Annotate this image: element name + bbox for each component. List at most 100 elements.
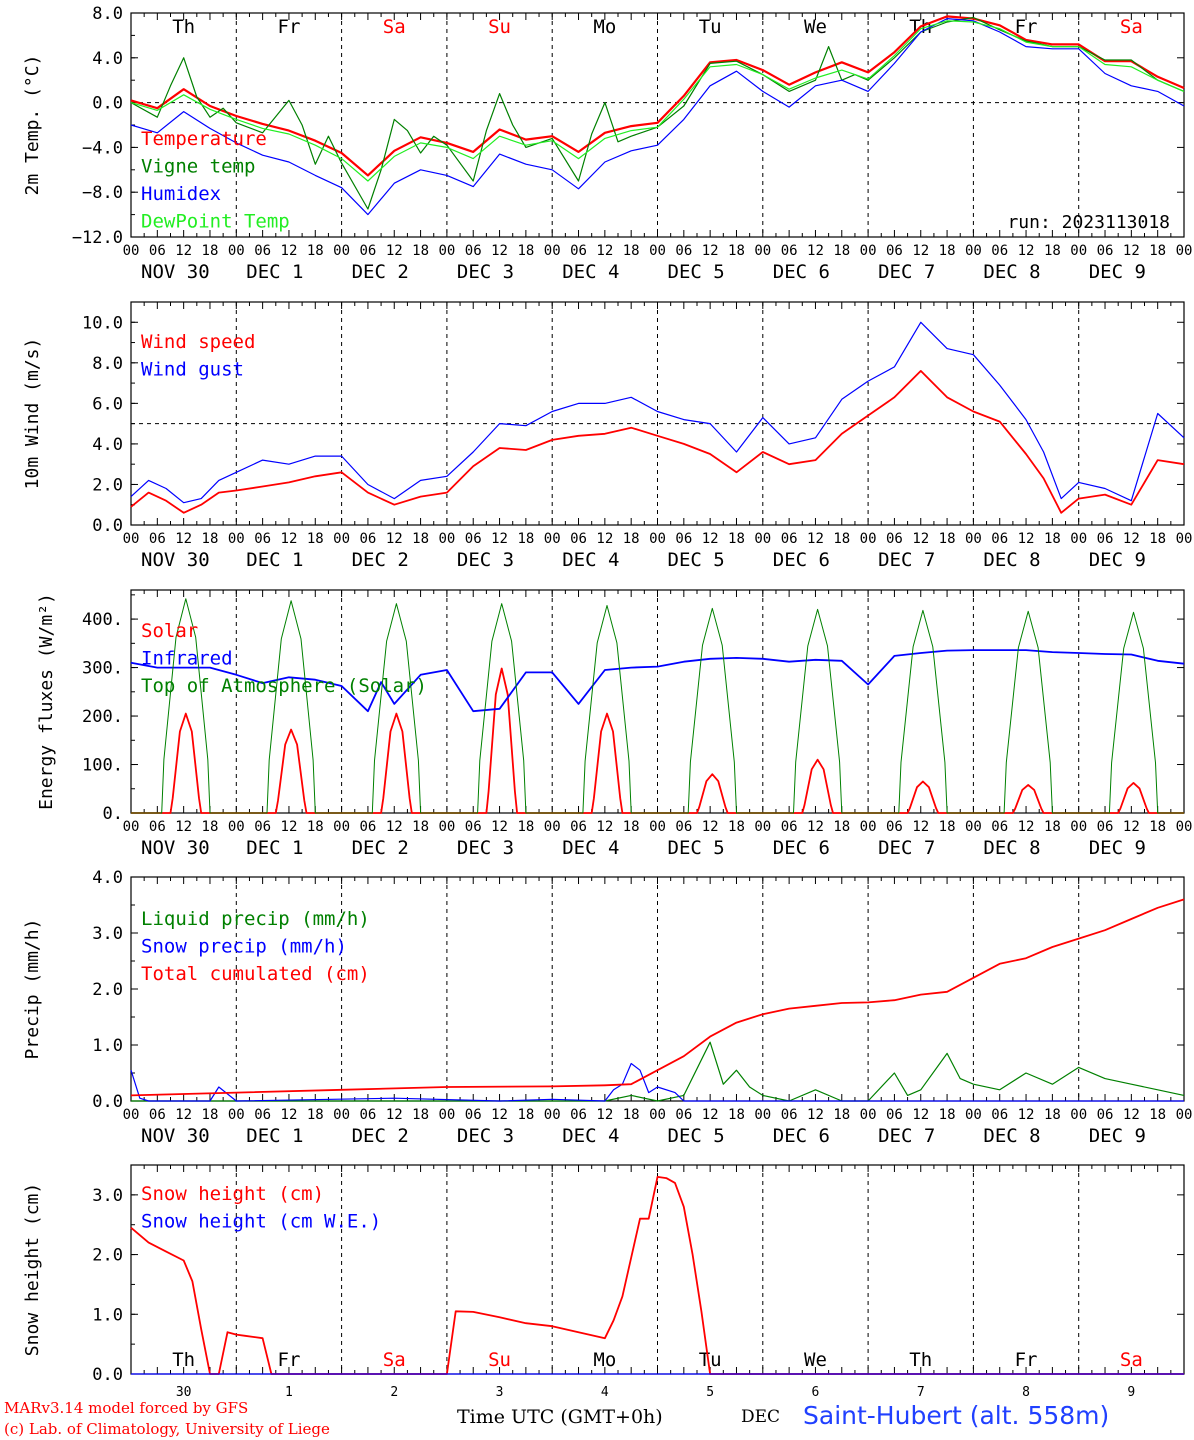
legend-entry: Infrared [141,648,233,670]
series-line-dewpoint-temp [130,20,1185,182]
date-label: DEC 1 [246,549,303,571]
hour-tick-label: 06 [781,243,798,259]
hour-tick-label: 12 [702,531,719,547]
hour-tick-label: 00 [860,531,877,547]
day-number-label: 9 [1127,1385,1135,1400]
panel-3: 0. 100. 200. 300. 400. Energy fluxes (W/m²) 00… [36,589,1193,859]
hour-tick-label: 18 [517,819,534,835]
y-tick-label: 8.0 [92,4,123,24]
y-tick-label: 2.0 [92,1246,123,1266]
hour-tick-label: 00 [1176,819,1193,835]
panel-5: 0.0 1.0 2.0 3.0 Snow height (cm) 30 1 2 3 4 5 6 7 8 9 T… [22,1164,1185,1400]
hour-tick-label: 12 [702,819,719,835]
y-axis-label: 2m Temp. (°C) [22,55,43,196]
hour-tick-label: 18 [307,531,324,547]
hour-tick-label: 00 [649,243,666,259]
hour-tick-label: 00 [860,819,877,835]
hour-tick-label: 12 [807,531,824,547]
hour-tick-label: 00 [228,243,245,259]
y-tick-label: 2.0 [92,980,123,1000]
y-tick-label: 8.0 [92,354,123,374]
hour-tick-label: 12 [596,819,613,835]
hour-tick-label: 12 [807,819,824,835]
date-label: DEC 4 [562,1125,619,1147]
hour-tick-label: 06 [570,819,587,835]
hour-tick-label: 18 [307,243,324,259]
weekday-label: Th [172,1349,195,1371]
date-label: NOV 30 [141,837,210,859]
hour-tick-label: 12 [1018,531,1035,547]
hour-tick-label: 00 [123,531,140,547]
hour-tick-label: 06 [991,1107,1008,1123]
hour-tick-label: 00 [860,1107,877,1123]
panel-1: 8.0 4.0 0.0 −4.0 −8.0 −12.0 2m Temp. (°C) 00 06 1… [22,4,1192,283]
hour-tick-label: 18 [1149,1107,1166,1123]
hour-tick-label: 00 [649,531,666,547]
series-line-wind-speed [130,370,1185,514]
y-tick-label: 400. [82,610,123,630]
hour-tick-label: 00 [1070,819,1087,835]
hour-tick-label: 06 [781,819,798,835]
series-line-humidex [130,18,1185,216]
weekday-label: We [804,1349,827,1371]
hour-tick-label: 12 [807,243,824,259]
weekday-label: Mo [593,1349,616,1371]
hour-tick-label: 00 [965,819,982,835]
hour-tick-label: 12 [702,243,719,259]
series-line-vigne-temp [130,16,1185,210]
hour-tick-label: 18 [412,243,429,259]
hour-tick-label: 18 [939,819,956,835]
hour-tick-label: 12 [702,1107,719,1123]
hour-tick-label: 06 [991,531,1008,547]
hour-tick-label: 00 [228,1107,245,1123]
date-label: DEC 1 [246,837,303,859]
hour-tick-label: 18 [623,819,640,835]
hour-tick-label: 00 [965,243,982,259]
hour-tick-label: 18 [202,531,219,547]
weekday-label: Fr [278,16,301,38]
hour-tick-label: 12 [386,243,403,259]
date-label: DEC 2 [352,1125,409,1147]
hour-tick-label: 06 [1097,531,1114,547]
hour-tick-label: 06 [886,531,903,547]
weekday-label: Fr [1015,1349,1038,1371]
hour-tick-label: 06 [149,1107,166,1123]
date-label: DEC 1 [246,1125,303,1147]
y-tick-label: 200. [82,707,123,727]
hour-tick-label: 18 [833,819,850,835]
weekday-label: Th [909,1349,932,1371]
date-label: DEC 2 [352,549,409,571]
date-label: DEC 7 [878,549,935,571]
hour-tick-label: 00 [228,819,245,835]
y-tick-label: −12.0 [72,228,123,248]
hour-tick-label: 12 [912,531,929,547]
y-tick-label: 6.0 [92,394,123,414]
hour-tick-label: 00 [649,819,666,835]
date-label: DEC 9 [1089,549,1146,571]
legend-entry: Temperature [141,128,267,150]
date-label: DEC 9 [1089,837,1146,859]
hour-tick-label: 12 [491,819,508,835]
hour-tick-label: 12 [386,1107,403,1123]
hour-tick-label: 12 [491,243,508,259]
hour-tick-label: 12 [386,819,403,835]
hour-tick-label: 18 [1044,1107,1061,1123]
hour-tick-label: 00 [544,243,561,259]
date-label: DEC 9 [1089,1125,1146,1147]
weekday-label: Su [488,1349,511,1371]
y-tick-label: −8.0 [82,183,123,203]
y-tick-label: 10.0 [82,313,123,333]
hour-tick-label: 00 [1070,243,1087,259]
legend-entry: Wind speed [141,331,255,353]
hour-tick-label: 00 [333,819,350,835]
hour-tick-label: 12 [912,243,929,259]
hour-tick-label: 06 [465,243,482,259]
hour-tick-label: 00 [649,1107,666,1123]
hour-tick-label: 06 [886,819,903,835]
legend-entry: Wind gust [141,359,244,381]
station-name: Saint-Hubert (alt. 558m) [803,1401,1110,1430]
date-label: DEC 3 [457,261,514,283]
legend-entry: Solar [141,620,198,642]
date-label: DEC 7 [878,837,935,859]
y-tick-label: 3.0 [92,924,123,944]
